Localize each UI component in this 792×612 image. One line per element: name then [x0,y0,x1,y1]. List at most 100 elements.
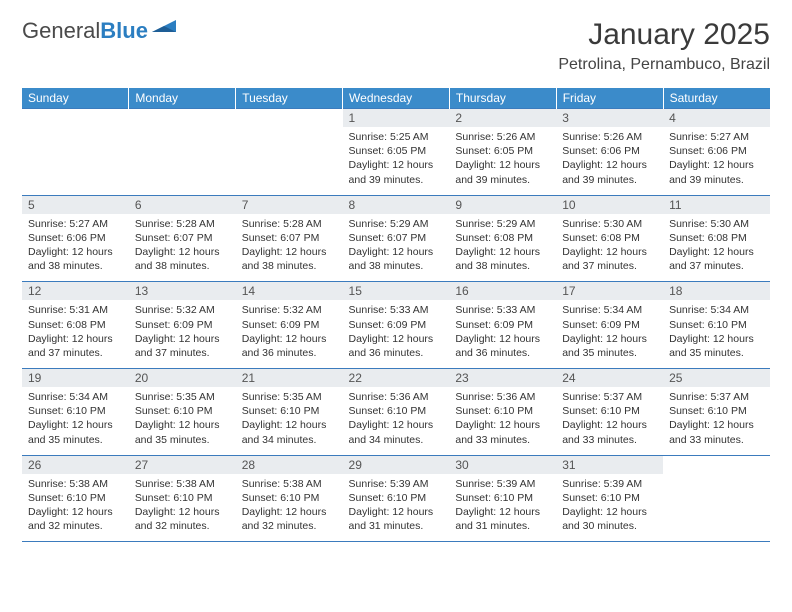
logo: GeneralBlue [22,18,178,44]
day-info-line: Daylight: 12 hours [669,332,764,346]
calendar-cell: 20Sunrise: 5:35 AMSunset: 6:10 PMDayligh… [129,369,236,456]
day-info-line: Sunset: 6:10 PM [455,491,550,505]
day-info: Sunrise: 5:27 AMSunset: 6:06 PMDaylight:… [22,214,129,282]
day-info-line: Sunset: 6:05 PM [349,144,444,158]
day-number: 30 [449,456,556,474]
day-info-line: Sunrise: 5:38 AM [242,477,337,491]
day-info-line: and 34 minutes. [242,433,337,447]
day-info: Sunrise: 5:39 AMSunset: 6:10 PMDaylight:… [556,474,663,542]
weekday-header-row: Sunday Monday Tuesday Wednesday Thursday… [22,88,770,109]
day-info: Sunrise: 5:28 AMSunset: 6:07 PMDaylight:… [236,214,343,282]
day-number: 28 [236,456,343,474]
day-info-line: and 35 minutes. [562,346,657,360]
day-info-line: and 38 minutes. [349,259,444,273]
day-info-line: Daylight: 12 hours [242,505,337,519]
day-info-line: and 39 minutes. [349,173,444,187]
day-info [663,460,770,520]
calendar-cell: 15Sunrise: 5:33 AMSunset: 6:09 PMDayligh… [343,282,450,369]
calendar-row: 1Sunrise: 5:25 AMSunset: 6:05 PMDaylight… [22,109,770,196]
day-info-line: Sunrise: 5:36 AM [349,390,444,404]
day-info-line: and 39 minutes. [669,173,764,187]
day-info: Sunrise: 5:33 AMSunset: 6:09 PMDaylight:… [343,300,450,368]
day-info-line: Sunset: 6:10 PM [135,491,230,505]
day-info-line: Daylight: 12 hours [28,245,123,259]
day-info-line: Sunset: 6:06 PM [562,144,657,158]
day-info: Sunrise: 5:36 AMSunset: 6:10 PMDaylight:… [449,387,556,455]
calendar-cell: 2Sunrise: 5:26 AMSunset: 6:05 PMDaylight… [449,109,556,196]
day-number: 13 [129,282,236,300]
day-info: Sunrise: 5:39 AMSunset: 6:10 PMDaylight:… [449,474,556,542]
day-info-line: Daylight: 12 hours [562,332,657,346]
day-number: 2 [449,109,556,127]
day-info-line: and 31 minutes. [349,519,444,533]
day-info: Sunrise: 5:38 AMSunset: 6:10 PMDaylight:… [236,474,343,542]
day-info-line: and 36 minutes. [455,346,550,360]
day-info-line: and 38 minutes. [28,259,123,273]
day-info-line: and 39 minutes. [455,173,550,187]
day-info-line: Daylight: 12 hours [135,245,230,259]
day-number: 29 [343,456,450,474]
weekday-monday: Monday [129,88,236,109]
day-info-line: Sunrise: 5:26 AM [562,130,657,144]
day-info-line: Sunrise: 5:33 AM [349,303,444,317]
day-info-line: Sunrise: 5:28 AM [135,217,230,231]
calendar-cell: 14Sunrise: 5:32 AMSunset: 6:09 PMDayligh… [236,282,343,369]
day-info: Sunrise: 5:25 AMSunset: 6:05 PMDaylight:… [343,127,450,195]
calendar-cell: 26Sunrise: 5:38 AMSunset: 6:10 PMDayligh… [22,455,129,542]
day-info-line: Sunset: 6:10 PM [669,404,764,418]
calendar-cell: 6Sunrise: 5:28 AMSunset: 6:07 PMDaylight… [129,195,236,282]
day-number: 3 [556,109,663,127]
day-info-line: Sunset: 6:10 PM [349,404,444,418]
day-info-line: Daylight: 12 hours [242,332,337,346]
day-info-line: Daylight: 12 hours [135,418,230,432]
calendar-cell: 7Sunrise: 5:28 AMSunset: 6:07 PMDaylight… [236,195,343,282]
day-info-line: Daylight: 12 hours [455,418,550,432]
calendar-cell: 30Sunrise: 5:39 AMSunset: 6:10 PMDayligh… [449,455,556,542]
day-info-line: Daylight: 12 hours [349,505,444,519]
day-info-line: Daylight: 12 hours [135,332,230,346]
day-info-line: Daylight: 12 hours [242,418,337,432]
calendar-cell: 1Sunrise: 5:25 AMSunset: 6:05 PMDaylight… [343,109,450,196]
day-info-line: Sunset: 6:10 PM [669,318,764,332]
day-number: 25 [663,369,770,387]
day-number: 15 [343,282,450,300]
calendar-cell: 22Sunrise: 5:36 AMSunset: 6:10 PMDayligh… [343,369,450,456]
day-info-line: Daylight: 12 hours [349,332,444,346]
day-info: Sunrise: 5:35 AMSunset: 6:10 PMDaylight:… [236,387,343,455]
day-info-line: and 37 minutes. [28,346,123,360]
day-info-line: Sunset: 6:09 PM [562,318,657,332]
day-info-line: and 38 minutes. [135,259,230,273]
day-info-line: Sunset: 6:10 PM [28,491,123,505]
day-number: 7 [236,196,343,214]
day-info-line: Sunrise: 5:27 AM [28,217,123,231]
day-info-line: Daylight: 12 hours [28,418,123,432]
day-info-line: Sunset: 6:05 PM [455,144,550,158]
day-info-line: Sunrise: 5:38 AM [28,477,123,491]
day-info-line: and 33 minutes. [669,433,764,447]
weekday-thursday: Thursday [449,88,556,109]
day-info: Sunrise: 5:30 AMSunset: 6:08 PMDaylight:… [556,214,663,282]
day-info-line: Sunrise: 5:25 AM [349,130,444,144]
day-info-line: Sunset: 6:10 PM [562,404,657,418]
day-number: 11 [663,196,770,214]
day-info: Sunrise: 5:36 AMSunset: 6:10 PMDaylight:… [343,387,450,455]
day-info-line: Sunset: 6:06 PM [28,231,123,245]
day-number: 17 [556,282,663,300]
day-info-line: Sunset: 6:09 PM [135,318,230,332]
day-info: Sunrise: 5:26 AMSunset: 6:06 PMDaylight:… [556,127,663,195]
day-info-line: Sunset: 6:10 PM [28,404,123,418]
calendar-row: 12Sunrise: 5:31 AMSunset: 6:08 PMDayligh… [22,282,770,369]
day-info-line: Sunrise: 5:32 AM [135,303,230,317]
day-info-line: Sunset: 6:10 PM [455,404,550,418]
logo-text: GeneralBlue [22,18,148,44]
calendar-cell: 18Sunrise: 5:34 AMSunset: 6:10 PMDayligh… [663,282,770,369]
day-info-line: Daylight: 12 hours [242,245,337,259]
day-number: 31 [556,456,663,474]
day-info-line: and 38 minutes. [242,259,337,273]
day-info-line: Daylight: 12 hours [135,505,230,519]
logo-word-1: General [22,18,100,43]
calendar-cell: 25Sunrise: 5:37 AMSunset: 6:10 PMDayligh… [663,369,770,456]
calendar-row: 19Sunrise: 5:34 AMSunset: 6:10 PMDayligh… [22,369,770,456]
day-number: 26 [22,456,129,474]
day-info-line: and 31 minutes. [455,519,550,533]
